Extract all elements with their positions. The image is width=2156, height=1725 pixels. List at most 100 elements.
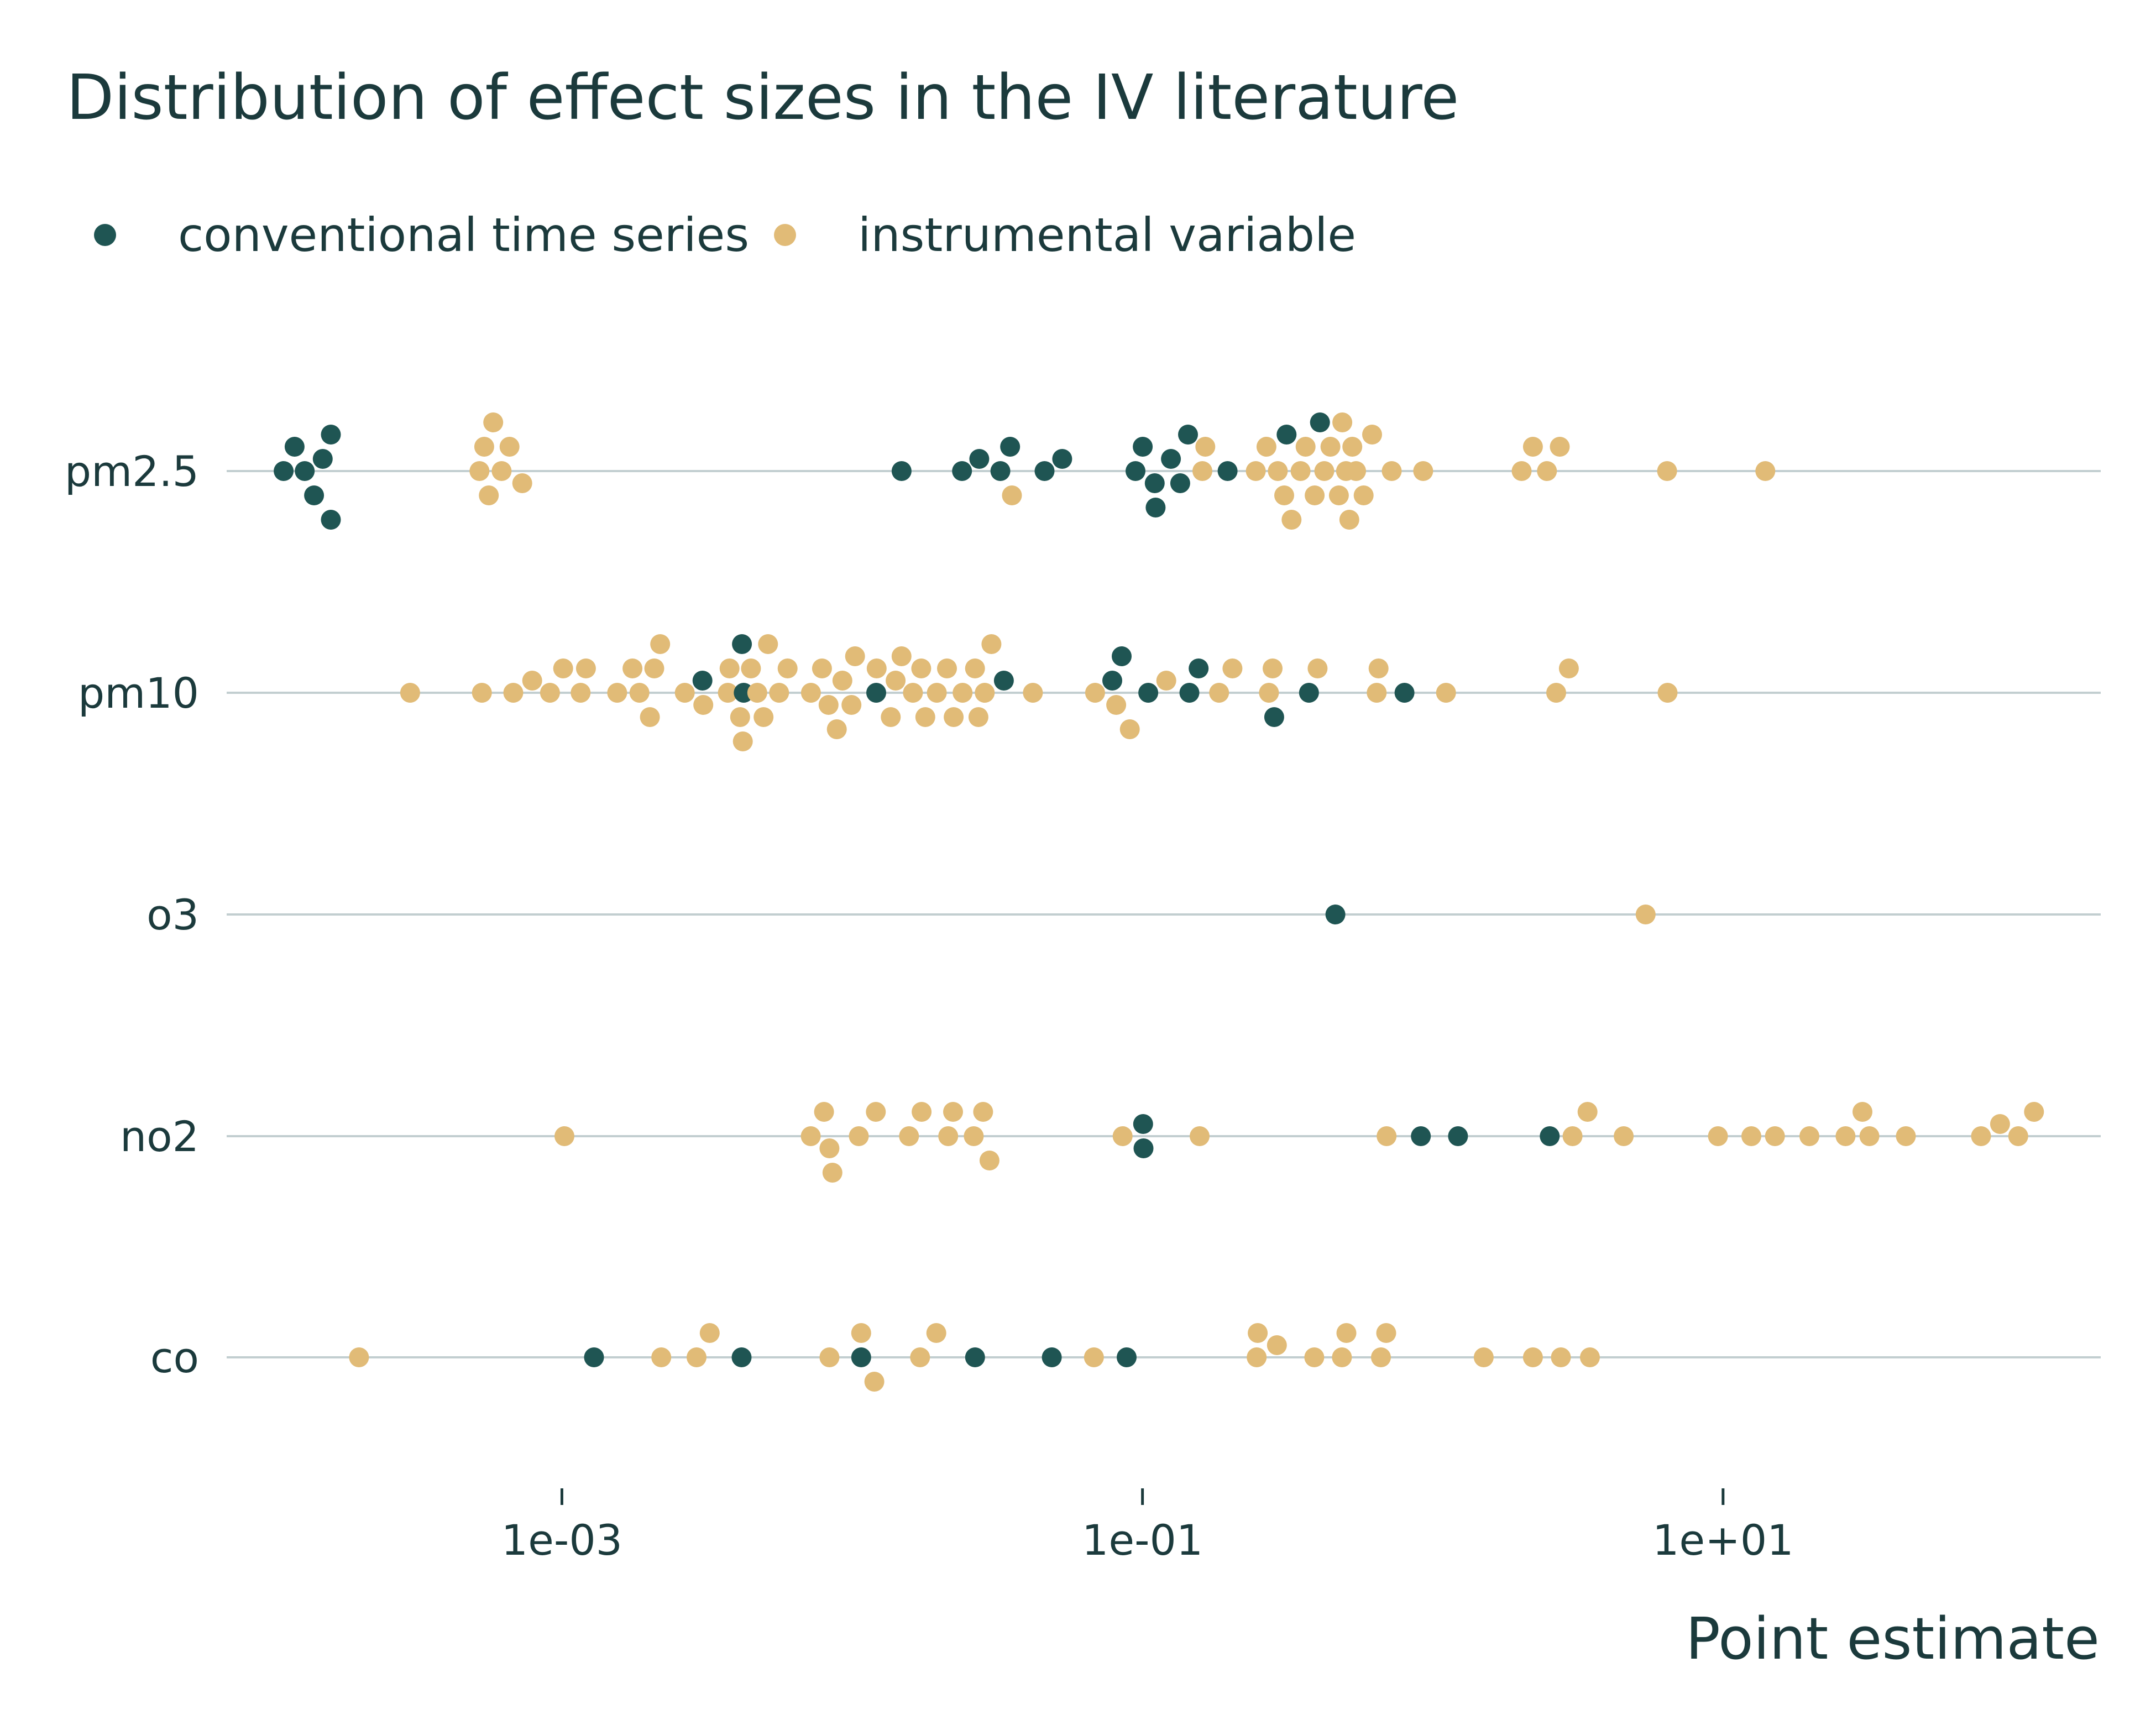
data-point-iv-pm10 — [1546, 683, 1566, 703]
data-point-iv-pm10 — [1119, 719, 1140, 739]
chart-title: Distribution of effect sizes in the IV l… — [66, 62, 1459, 134]
data-point-iv-no2 — [866, 1102, 886, 1122]
data-point-iv-pm10 — [650, 634, 671, 654]
data-point-iv-co — [910, 1347, 930, 1367]
data-point-conventional-pm10 — [732, 634, 752, 654]
data-point-conventional-pm10 — [1112, 646, 1132, 666]
data-point-iv-pm10 — [915, 707, 935, 727]
data-point-iv-no2 — [1859, 1126, 1880, 1146]
data-point-iv-pm25 — [1195, 437, 1216, 457]
data-point-iv-pm10 — [812, 658, 832, 678]
data-point-conventional-no2 — [1133, 1114, 1153, 1134]
data-point-iv-pm25 — [1320, 437, 1341, 457]
data-point-iv-pm25 — [1522, 437, 1543, 457]
data-point-iv-co — [1522, 1347, 1543, 1367]
data-point-conventional-co — [1042, 1347, 1062, 1367]
data-point-iv-pm25 — [1002, 485, 1022, 505]
data-points — [274, 412, 2044, 1392]
data-point-iv-pm10 — [1558, 658, 1579, 678]
data-point-iv-no2 — [819, 1138, 840, 1158]
data-point-iv-no2 — [1577, 1102, 1598, 1122]
data-point-iv-pm25 — [483, 412, 504, 432]
data-point-conventional-co — [731, 1347, 752, 1367]
data-point-conventional-pm10 — [1189, 658, 1209, 678]
data-point-iv-pm25 — [1511, 461, 1532, 481]
data-point-iv-pm10 — [575, 658, 596, 678]
data-point-conventional-co — [584, 1347, 604, 1367]
data-point-iv-pm10 — [800, 683, 821, 703]
data-point-iv-co — [1336, 1323, 1357, 1343]
data-point-iv-no2 — [973, 1102, 993, 1122]
data-point-conventional-co — [851, 1347, 871, 1367]
legend-label-instrumental-variable: instrumental variable — [858, 208, 1356, 262]
data-point-conventional-no2 — [1411, 1126, 1431, 1146]
data-point-iv-pm25 — [1268, 461, 1288, 481]
y-tick-label: o3 — [146, 890, 199, 939]
y-axis: pm2.5 pm10 o3 no2 co — [65, 447, 199, 1382]
data-point-iv-pm25 — [1537, 461, 1557, 481]
data-point-conventional-pm25 — [321, 425, 341, 445]
data-point-iv-no2 — [1853, 1102, 1872, 1122]
data-point-iv-pm10 — [911, 658, 932, 678]
data-point-conventional-pm25 — [1145, 498, 1166, 518]
data-point-iv-no2 — [1765, 1126, 1785, 1146]
data-point-conventional-pm25 — [1310, 412, 1330, 432]
data-point-iv-no2 — [2008, 1126, 2028, 1146]
legend-marker-conventional-time-series — [94, 224, 116, 246]
data-point-iv-pm10 — [644, 658, 664, 678]
data-point-conventional-pm25 — [1000, 437, 1021, 457]
data-point-conventional-pm25 — [1126, 461, 1145, 481]
data-point-iv-pm25 — [1246, 461, 1266, 481]
data-point-iv-pm10 — [1436, 683, 1456, 703]
data-point-iv-co — [699, 1323, 720, 1343]
data-point-conventional-no2 — [1540, 1126, 1560, 1146]
data-point-iv-no2 — [849, 1126, 869, 1146]
data-point-iv-pm10 — [640, 707, 660, 727]
data-point-iv-no2 — [1990, 1114, 2010, 1134]
data-point-iv-no2 — [899, 1126, 919, 1146]
data-point-iv-pm10 — [719, 658, 740, 678]
data-point-iv-no2 — [1741, 1126, 1761, 1146]
data-point-conventional-pm25 — [969, 449, 990, 469]
data-point-iv-pm10 — [730, 707, 750, 727]
data-point-iv-pm10 — [1156, 671, 1176, 691]
data-point-iv-pm10 — [937, 658, 957, 678]
gridlines — [227, 470, 2101, 1358]
data-point-iv-pm10 — [944, 707, 964, 727]
data-point-iv-pm25 — [1281, 510, 1302, 530]
data-point-conventional-pm25 — [1217, 461, 1238, 481]
data-point-conventional-pm25 — [891, 461, 912, 481]
data-point-conventional-pm25 — [284, 437, 305, 457]
y-tick-label: co — [150, 1333, 199, 1382]
data-point-iv-pm25 — [1332, 412, 1353, 432]
data-point-iv-co — [1247, 1347, 1267, 1367]
data-point-conventional-pm10 — [1102, 671, 1122, 691]
data-point-iv-pm10 — [674, 683, 695, 703]
data-point-iv-pm10 — [472, 683, 492, 703]
data-point-iv-no2 — [1708, 1126, 1728, 1146]
data-point-conventional-pm25 — [1170, 473, 1190, 493]
data-point-conventional-pm25 — [952, 461, 972, 481]
data-point-iv-pm25 — [469, 461, 490, 481]
data-point-iv-pm25 — [1342, 437, 1363, 457]
data-point-iv-pm10 — [753, 707, 774, 727]
data-point-iv-no2 — [800, 1126, 821, 1146]
data-point-iv-pm10 — [975, 683, 995, 703]
y-tick-label: pm2.5 — [65, 447, 199, 496]
data-point-conventional-pm25 — [1276, 425, 1297, 445]
x-axis: 1e-03 1e-01 1e+01 — [501, 1488, 1794, 1565]
data-point-conventional-no2 — [1133, 1138, 1154, 1158]
data-point-iv-no2 — [1799, 1126, 1819, 1146]
data-point-iv-pm10 — [540, 683, 560, 703]
data-point-conventional-pm25 — [1161, 449, 1181, 469]
data-point-iv-pm10 — [826, 719, 847, 739]
data-point-conventional-pm10 — [692, 671, 713, 691]
data-point-iv-no2 — [1112, 1126, 1133, 1146]
data-point-iv-co — [651, 1347, 672, 1367]
data-point-iv-co — [1267, 1335, 1287, 1355]
data-point-iv-pm10 — [1209, 683, 1229, 703]
data-point-iv-no2 — [1896, 1126, 1916, 1146]
data-point-iv-no2 — [1190, 1126, 1210, 1146]
data-point-iv-pm10 — [927, 683, 947, 703]
data-point-iv-pm10 — [400, 683, 420, 703]
